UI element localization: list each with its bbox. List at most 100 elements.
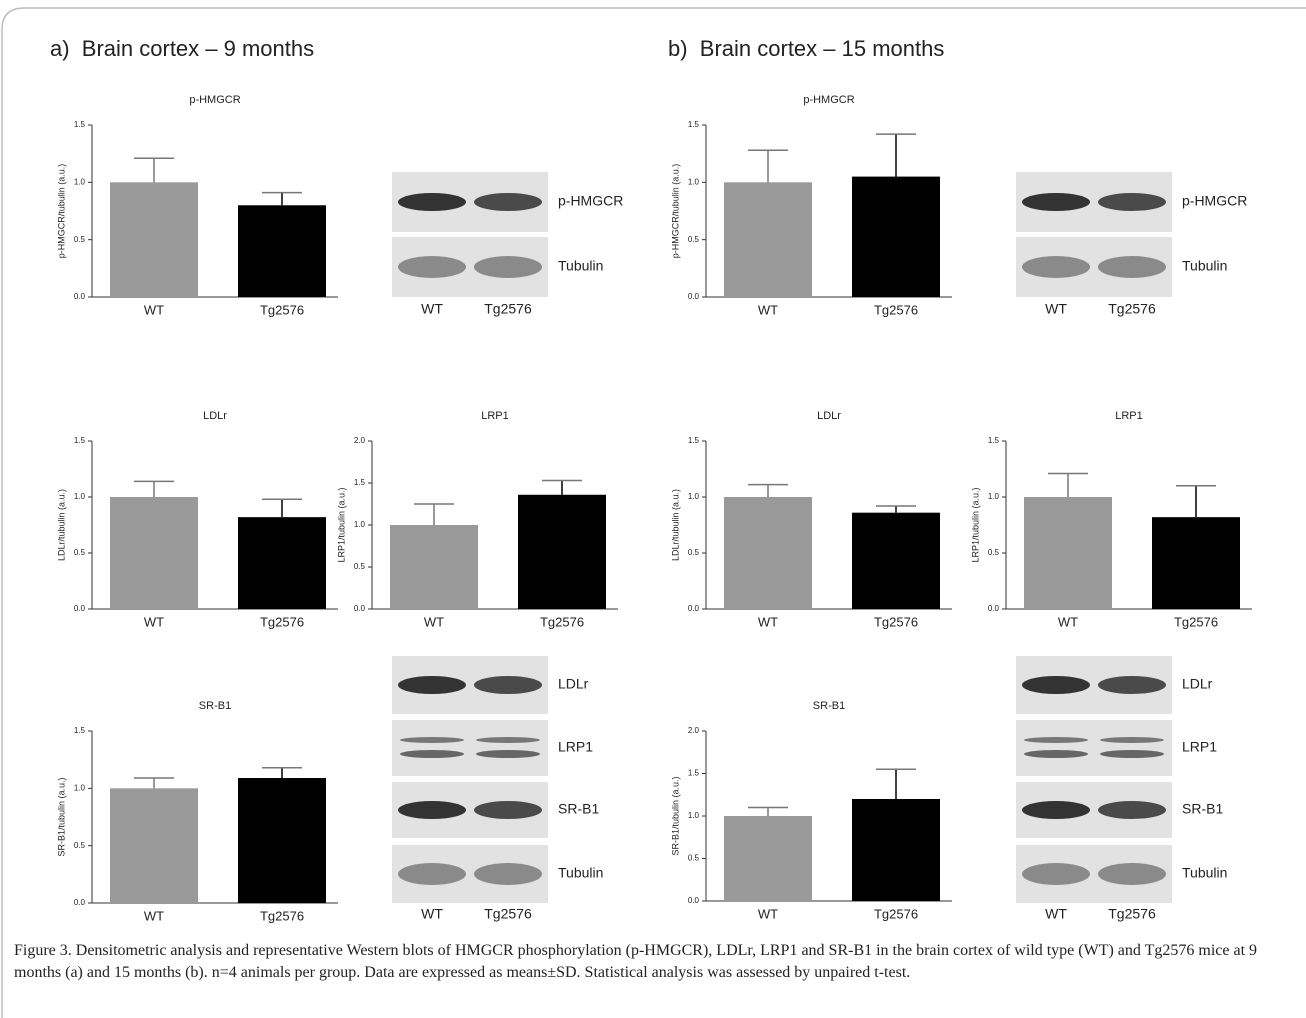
y-axis-label: LDLr/tubulin (a.u.) xyxy=(56,489,66,561)
blot-band xyxy=(1098,863,1166,885)
blot-label: SR-B1 xyxy=(558,801,599,817)
blot-band xyxy=(400,750,464,758)
blot-band xyxy=(474,193,542,211)
blot-band xyxy=(474,256,542,278)
x-tick-label: Tg2576 xyxy=(260,908,304,923)
y-tick-label: 0.0 xyxy=(688,292,700,301)
blot-band xyxy=(1024,750,1088,758)
y-tick-label: 1.0 xyxy=(688,811,700,820)
error-bar xyxy=(1176,486,1216,517)
bar xyxy=(518,495,606,609)
error-bar xyxy=(262,768,302,778)
x-tick-label: WT xyxy=(144,302,164,317)
y-tick-label: 0.0 xyxy=(354,604,366,613)
y-tick-label: 0.0 xyxy=(74,604,86,613)
y-tick-label: 1.5 xyxy=(688,120,700,129)
x-tick-label: WT xyxy=(144,614,164,629)
blot-band xyxy=(400,737,464,743)
chart-title: LRP1 xyxy=(1115,410,1143,422)
x-tick-label: Tg2576 xyxy=(260,302,304,317)
blot-band xyxy=(398,801,466,819)
bar xyxy=(110,182,198,297)
y-tick-label: 1.5 xyxy=(688,436,700,445)
error-bar xyxy=(134,778,174,788)
blot-strip xyxy=(1016,720,1172,776)
y-tick-label: 0.5 xyxy=(688,235,700,244)
lane-label: WT xyxy=(421,301,443,317)
bar xyxy=(1152,517,1240,609)
blot-label: LDLr xyxy=(1182,676,1213,692)
error-bar xyxy=(1048,473,1088,497)
x-tick-label: Tg2576 xyxy=(874,302,918,317)
blot-strip xyxy=(392,720,548,776)
y-tick-label: 1.0 xyxy=(74,783,86,792)
lane-label: WT xyxy=(1045,906,1067,922)
error-bar xyxy=(134,481,174,497)
blot-label: p-HMGCR xyxy=(1182,193,1247,209)
bar xyxy=(852,513,940,609)
panel-title: a) Brain cortex – 9 months xyxy=(50,36,314,61)
y-axis-label: LDLr/tubulin (a.u.) xyxy=(670,489,680,561)
bar xyxy=(1024,497,1112,609)
blot-band xyxy=(1022,801,1090,819)
error-bar xyxy=(876,134,916,176)
x-tick-label: Tg2576 xyxy=(540,614,584,629)
blot-band xyxy=(474,863,542,885)
x-tick-label: Tg2576 xyxy=(874,906,918,921)
y-axis-label: SR-B1/tubulin (a.u.) xyxy=(670,776,680,855)
y-tick-label: 0.5 xyxy=(688,548,700,557)
y-axis-label: p-HMGCR/tubulin (a.u.) xyxy=(56,164,66,259)
blot-label: Tubulin xyxy=(558,258,603,274)
error-bar xyxy=(748,485,788,497)
y-tick-label: 0.0 xyxy=(688,896,700,905)
x-tick-label: WT xyxy=(424,614,444,629)
y-tick-label: 1.0 xyxy=(74,492,86,501)
blot-band xyxy=(1100,750,1164,758)
blot-band xyxy=(1024,737,1088,743)
y-tick-label: 0.5 xyxy=(74,548,86,557)
blot-label: Tubulin xyxy=(558,865,603,881)
error-bar xyxy=(748,808,788,817)
x-tick-label: Tg2576 xyxy=(260,614,304,629)
error-bar xyxy=(542,480,582,494)
y-axis-label: LRP1/tubulin (a.u.) xyxy=(970,487,980,562)
y-tick-label: 0.0 xyxy=(688,604,700,613)
blot-band xyxy=(1022,193,1090,211)
caption: Figure 3. Densitometric analysis and rep… xyxy=(14,940,1284,984)
bar xyxy=(390,525,478,609)
error-bar xyxy=(748,150,788,182)
bar xyxy=(852,799,940,901)
bar xyxy=(724,182,812,297)
chart-title: LRP1 xyxy=(481,410,509,422)
y-tick-label: 0.5 xyxy=(988,548,1000,557)
y-tick-label: 1.0 xyxy=(354,520,366,529)
y-tick-label: 1.0 xyxy=(74,177,86,186)
blot-label: Tubulin xyxy=(1182,865,1227,881)
y-tick-label: 0.0 xyxy=(988,604,1000,613)
y-tick-label: 1.5 xyxy=(988,436,1000,445)
error-bar xyxy=(262,499,302,517)
x-tick-label: WT xyxy=(758,614,778,629)
blot-band xyxy=(398,676,466,694)
blot-band xyxy=(1022,256,1090,278)
blot-band xyxy=(1098,193,1166,211)
chart-title: LDLr xyxy=(203,410,227,422)
blot-band xyxy=(476,737,540,743)
bar xyxy=(238,778,326,903)
y-axis-label: SR-B1/tubulin (a.u.) xyxy=(56,777,66,856)
lane-label: Tg2576 xyxy=(484,906,532,922)
blot-band xyxy=(474,801,542,819)
y-tick-label: 1.0 xyxy=(988,492,1000,501)
lane-label: Tg2576 xyxy=(484,301,532,317)
blot-label: LDLr xyxy=(558,676,589,692)
blot-band xyxy=(1022,863,1090,885)
y-tick-label: 1.5 xyxy=(354,478,366,487)
blot-band xyxy=(398,193,466,211)
lane-label: Tg2576 xyxy=(1108,906,1156,922)
y-tick-label: 2.0 xyxy=(688,726,700,735)
blot-label: LRP1 xyxy=(558,739,593,755)
y-tick-label: 0.0 xyxy=(74,292,86,301)
blot-band xyxy=(1022,676,1090,694)
figure: a) Brain cortex – 9 months b) Brain cort… xyxy=(0,0,1306,1018)
panel-title: b) Brain cortex – 15 months xyxy=(668,36,944,61)
